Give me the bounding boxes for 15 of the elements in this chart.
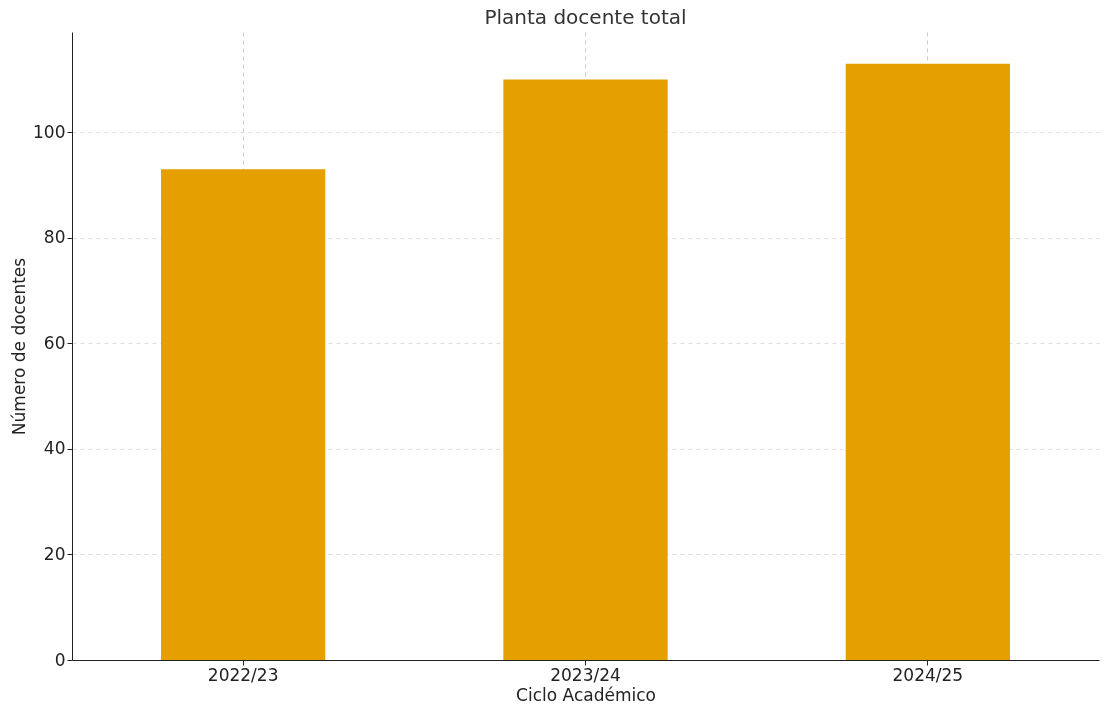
y-tick-label: 60	[43, 332, 66, 353]
bar	[503, 79, 668, 660]
y-tick-label: 0	[54, 649, 66, 670]
x-tick-label: 2023/24	[550, 664, 621, 685]
y-axis-title: Número de docentes	[9, 257, 30, 436]
bar	[845, 63, 1010, 660]
y-tick-label: 20	[43, 543, 66, 564]
y-tick-label: 80	[43, 227, 66, 248]
y-tick-label: 40	[43, 438, 66, 459]
x-axis-title: Ciclo Académico	[516, 684, 656, 705]
x-tick-label: 2024/25	[892, 664, 964, 685]
chart-title: Planta docente total	[484, 5, 687, 29]
y-tick-label: 100	[33, 121, 66, 142]
bar	[161, 169, 326, 660]
x-tick-label: 2022/23	[207, 664, 279, 685]
